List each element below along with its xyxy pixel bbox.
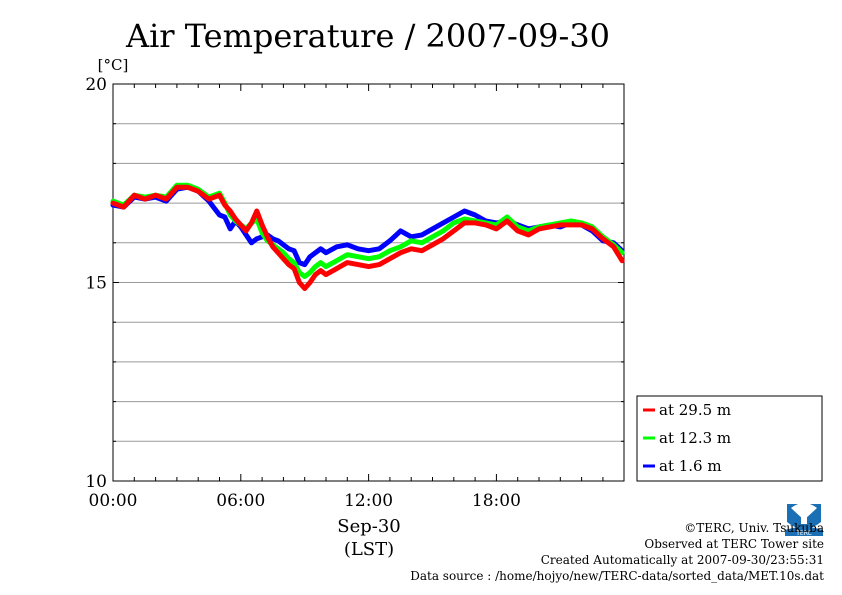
series-group: [110, 182, 625, 291]
copyright-text: ©TERC, Univ. Tsukuba: [684, 521, 824, 535]
x-axis-date-label: Sep-30: [337, 516, 401, 537]
created-text: Created Automatically at 2007-09-30/23:5…: [540, 553, 824, 567]
series-line: [110, 182, 625, 279]
x-tick-label: 18:00: [472, 491, 521, 511]
x-axis-zone-label: (LST): [344, 539, 394, 560]
axis-ticks: 10 15 20 00:00 06:00 12:00 18:00: [85, 75, 624, 511]
legend-label: at 29.5 m: [659, 401, 731, 419]
legend: at 29.5 m at 12.3 m at 1.6 m: [636, 395, 823, 482]
series-line: [110, 184, 625, 291]
observed-text: Observed at TERC Tower site: [644, 537, 824, 551]
terc-logo-icon: TERC: [785, 503, 823, 537]
chart-title: Air Temperature / 2007-09-30: [125, 17, 610, 55]
source-text: Data source : /home/hojyo/new/TERC-data/…: [410, 569, 824, 583]
logo-text: TERC: [795, 530, 812, 537]
y-tick-label: 10: [85, 472, 107, 492]
y-axis-unit: [°C]: [98, 56, 129, 74]
y-tick-label: 15: [85, 274, 107, 294]
legend-box: [636, 395, 823, 482]
footer: ©TERC, Univ. Tsukuba Observed at TERC To…: [410, 520, 824, 584]
grid: [113, 123, 624, 442]
legend-label: at 1.6 m: [659, 457, 722, 475]
y-tick-label: 20: [85, 75, 107, 95]
legend-label: at 12.3 m: [659, 429, 731, 447]
x-tick-label: 06:00: [216, 491, 265, 511]
x-tick-label: 12:00: [344, 491, 393, 511]
x-tick-label: 00:00: [89, 491, 138, 511]
